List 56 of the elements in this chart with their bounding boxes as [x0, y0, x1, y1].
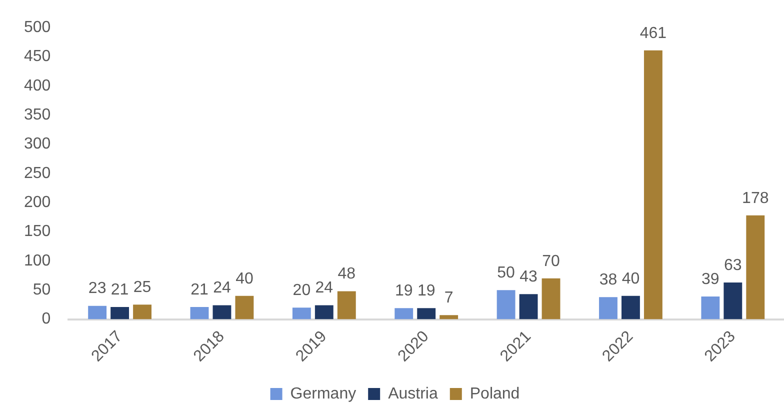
bar: [110, 307, 130, 320]
data-label: 7: [444, 290, 454, 307]
legend-label: Poland: [470, 385, 520, 402]
bar: [417, 308, 436, 320]
bar: [235, 296, 254, 320]
bar: [701, 296, 720, 320]
data-label: 24: [213, 280, 231, 297]
bar: [746, 215, 765, 320]
legend-label: Austria: [388, 385, 438, 402]
bar: [599, 297, 618, 320]
data-label: 178: [742, 190, 769, 207]
data-label: 40: [622, 270, 640, 288]
data-label: 63: [724, 256, 742, 274]
bar: [88, 306, 107, 320]
y-tick-label: 50: [32, 281, 51, 298]
y-tick-label: 100: [24, 252, 51, 270]
bar: [440, 315, 458, 320]
data-label: 43: [520, 268, 538, 286]
bar: [622, 296, 640, 320]
y-tick-label: 300: [24, 136, 51, 153]
y-tick-label: 150: [24, 223, 51, 240]
bar: [190, 307, 209, 320]
bar: [542, 278, 560, 320]
data-label: 50: [497, 264, 516, 282]
bar: [212, 305, 232, 320]
y-tick-label: 400: [24, 77, 51, 94]
bar: [644, 50, 662, 320]
data-label: 23: [88, 280, 106, 298]
y-tick-label: 250: [24, 164, 51, 182]
y-tick-label: 450: [24, 48, 51, 66]
legend-label: Germany: [290, 385, 356, 402]
data-label: 21: [110, 281, 129, 298]
bar: [314, 305, 334, 320]
data-label: 39: [702, 270, 720, 288]
bar: [292, 308, 311, 320]
y-tick-label: 0: [42, 310, 51, 328]
data-label: 19: [417, 282, 436, 300]
data-label: 70: [542, 252, 560, 270]
bar: [337, 291, 356, 320]
data-label: 19: [394, 282, 413, 300]
y-tick-label: 350: [24, 106, 51, 124]
data-label: 38: [599, 271, 618, 288]
data-label: 25: [133, 279, 152, 296]
y-tick-label: 200: [24, 194, 51, 211]
bar: [394, 308, 414, 320]
bar: [724, 282, 742, 320]
data-label: 40: [236, 270, 254, 288]
data-label: 21: [190, 281, 208, 298]
bar: [496, 290, 516, 320]
data-label: 24: [315, 280, 334, 297]
data-label: 20: [292, 282, 311, 299]
data-label: 461: [640, 24, 667, 42]
y-tick-label: 500: [24, 19, 51, 36]
bar: [519, 294, 538, 320]
data-label: 48: [338, 266, 356, 283]
bar: [133, 304, 152, 320]
